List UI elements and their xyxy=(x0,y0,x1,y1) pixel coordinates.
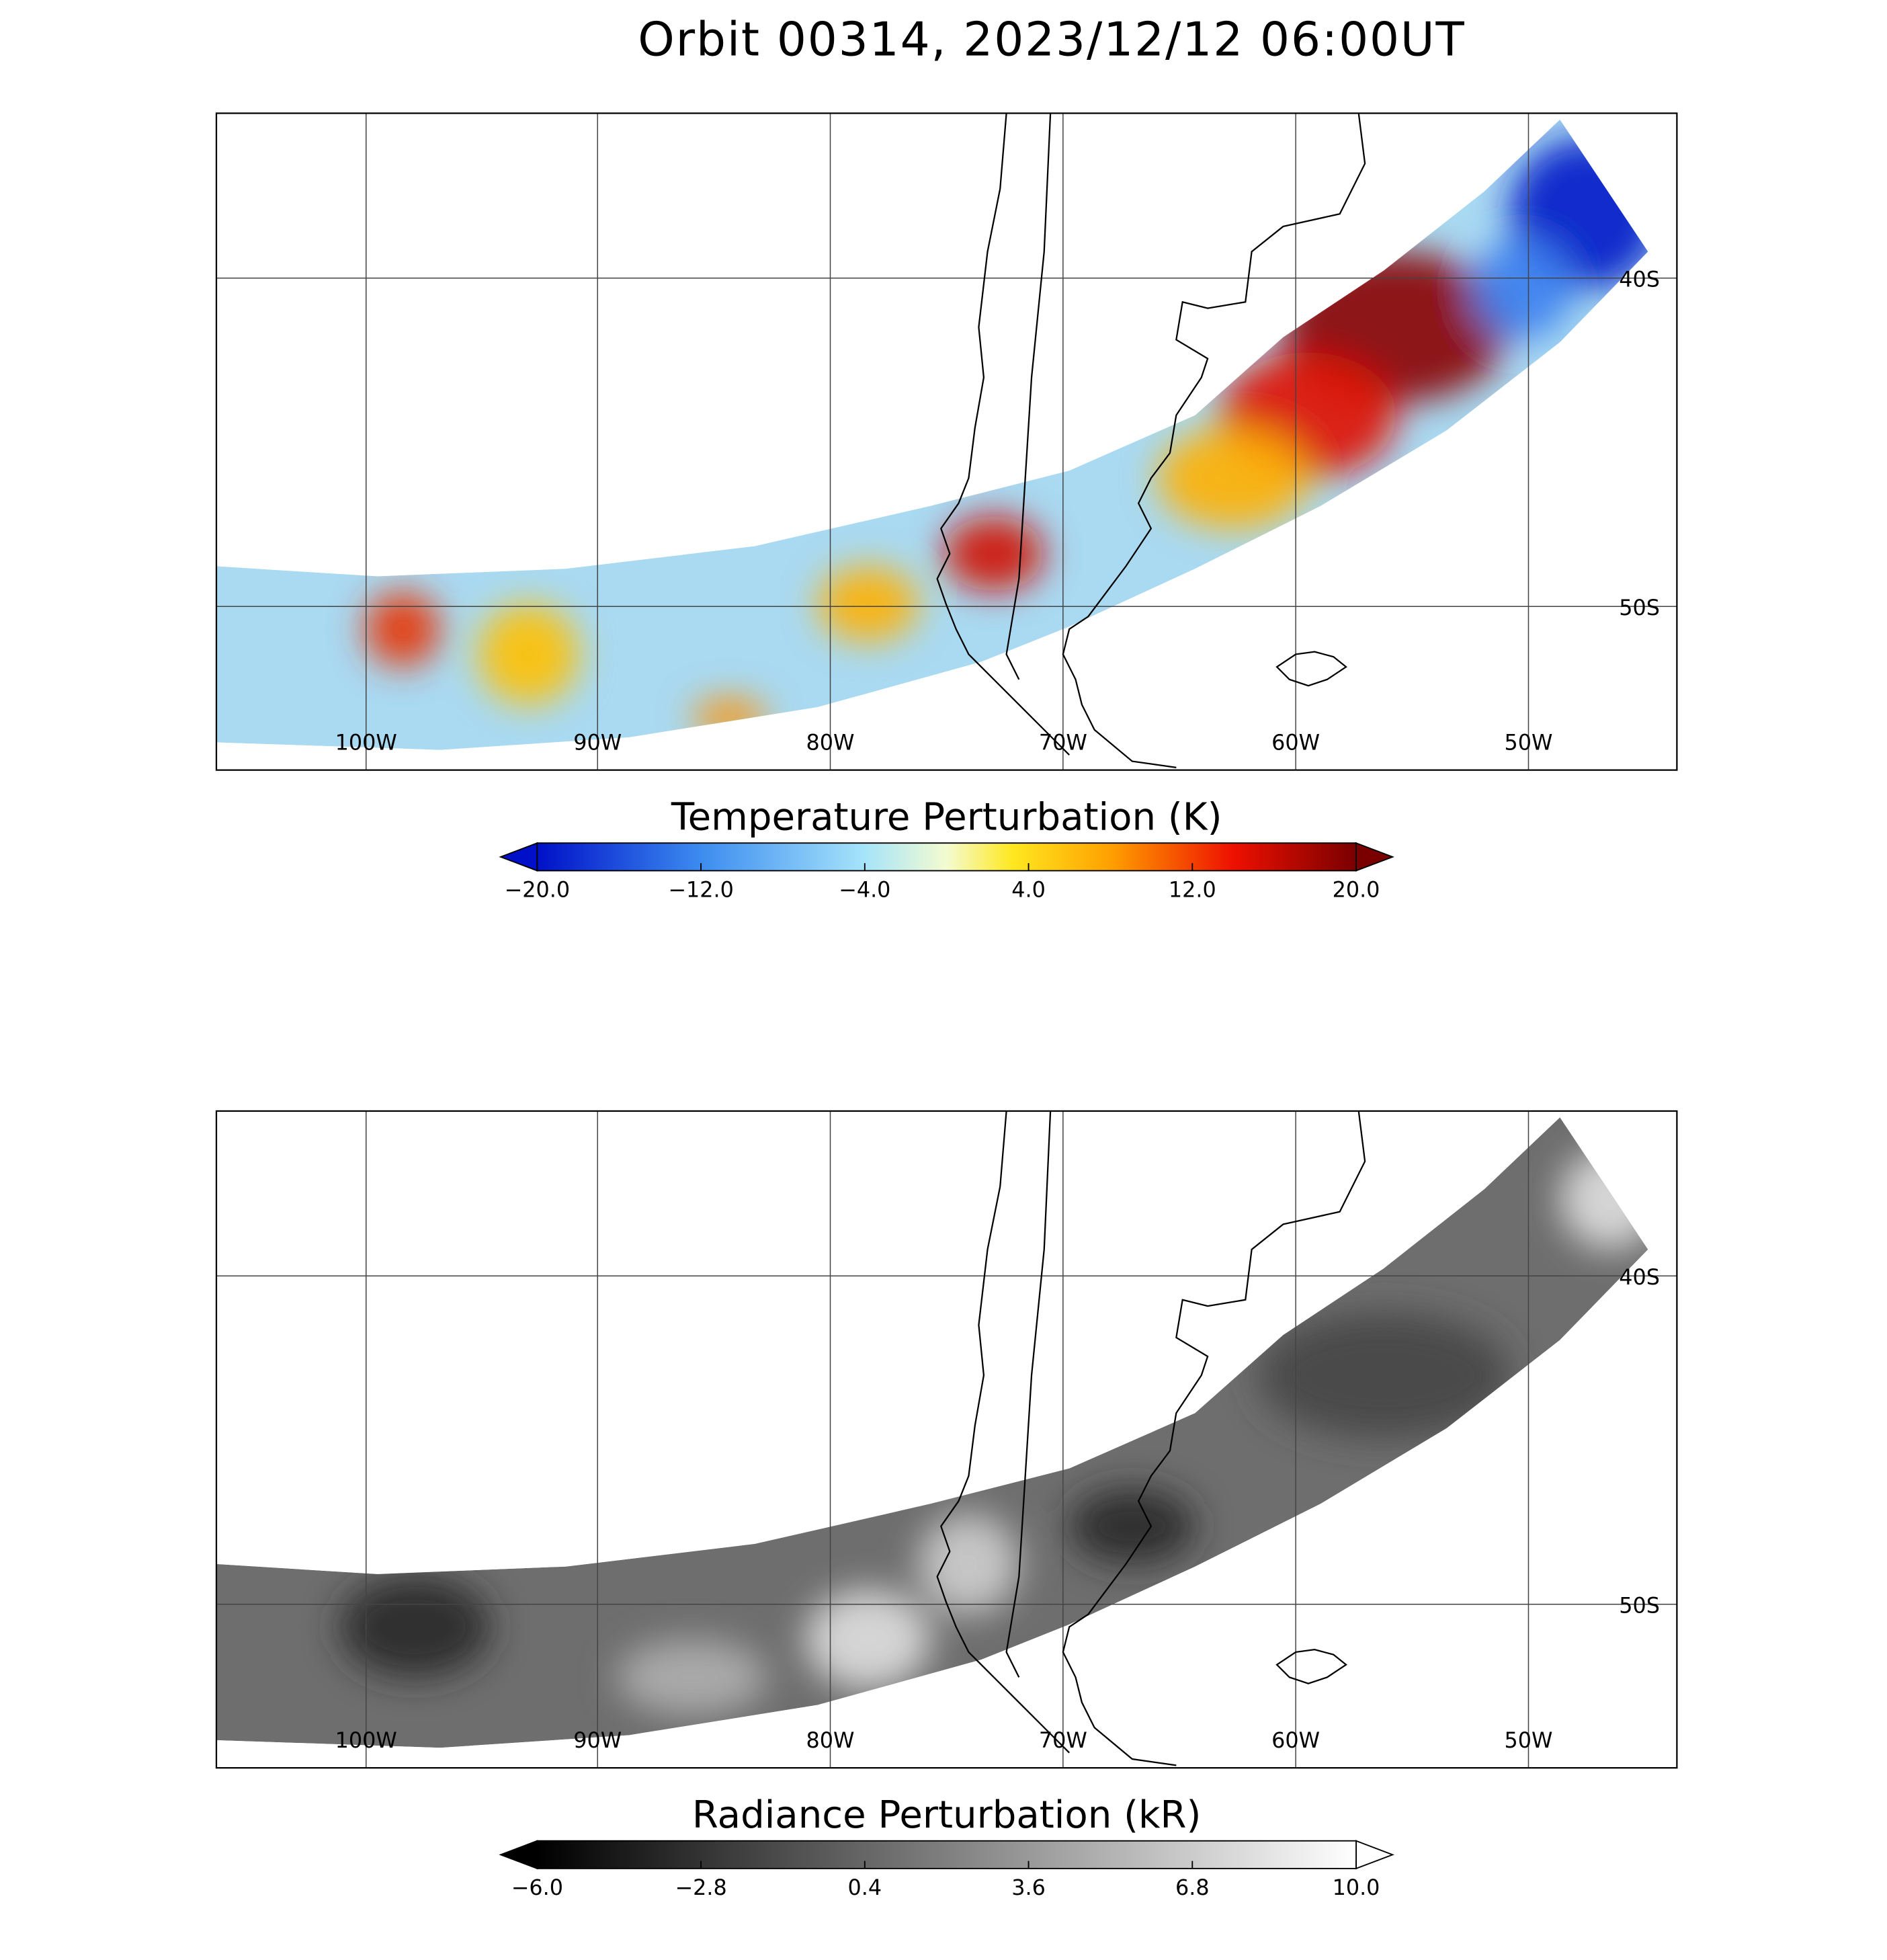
lon-label: 50W xyxy=(1505,1727,1553,1753)
swath-patch xyxy=(1560,1149,1648,1250)
lon-label: 100W xyxy=(335,1727,397,1753)
swath-patch xyxy=(616,1639,767,1715)
swath xyxy=(216,1117,1648,1748)
colorbar xyxy=(536,1840,1357,1869)
colorbar-tick-label: −2.8 xyxy=(675,1875,726,1900)
colorbar-extend-low xyxy=(499,842,538,872)
swath-patches xyxy=(364,138,1648,737)
lon-label: 60W xyxy=(1271,729,1320,755)
map-frame xyxy=(215,112,1678,771)
lat-label: 40S xyxy=(1619,266,1660,292)
colorbar xyxy=(536,842,1357,872)
lon-label: 90W xyxy=(573,729,622,755)
swath-patch xyxy=(817,566,919,642)
swath-patch xyxy=(478,604,579,705)
lat-label: 50S xyxy=(1619,1593,1660,1619)
map-panel: 100W 90W 80W 70W 60W 50W 40S 50S Temperature Per… xyxy=(215,112,1678,902)
swath-patch xyxy=(918,1514,1019,1615)
colorbar-tick-label: 10.0 xyxy=(1333,1875,1380,1900)
colorbar-title: Radiance Perturbation (kR) xyxy=(692,1793,1202,1837)
colorbar-tick-label: −6.0 xyxy=(511,1875,563,1900)
swath-patch xyxy=(1069,1488,1196,1564)
colorbar-tick-label: 6.8 xyxy=(1175,1875,1210,1900)
swath-patch xyxy=(364,591,441,667)
colorbar-tick-label: −20.0 xyxy=(505,876,571,902)
map-frame xyxy=(215,1110,1678,1769)
map-area xyxy=(216,113,1677,770)
swath-patches xyxy=(339,1149,1648,1715)
coastline xyxy=(1005,113,1052,680)
lat-label: 40S xyxy=(1619,1264,1660,1290)
lon-label: 70W xyxy=(1039,729,1087,755)
swath-patch xyxy=(1257,1312,1510,1438)
lon-label: 80W xyxy=(806,729,855,755)
lon-label: 70W xyxy=(1039,1727,1087,1753)
swath-patch xyxy=(339,1576,491,1678)
swath-patch xyxy=(1157,427,1308,529)
swath-base xyxy=(216,119,1648,750)
figure-title: Orbit 00314, 2023/12/12 06:00UT xyxy=(638,13,1465,67)
map-area xyxy=(216,1110,1677,1768)
colorbar-tick-label: −12.0 xyxy=(668,876,734,902)
colorbar-extend-low xyxy=(499,1840,538,1870)
coastline xyxy=(936,1110,1070,1754)
coastline xyxy=(1005,1110,1052,1678)
colorbar-tick-label: 20.0 xyxy=(1333,876,1380,902)
swath-base xyxy=(216,1117,1648,1748)
swath xyxy=(216,119,1648,750)
coastline xyxy=(936,113,1070,756)
colorbar-title: Temperature Perturbation (K) xyxy=(671,795,1222,839)
swath-patch xyxy=(691,698,767,737)
colorbar-tick-label: −4.0 xyxy=(839,876,890,902)
coastline xyxy=(1062,113,1366,769)
colorbar-extend-high xyxy=(1355,842,1394,872)
colorbar-tick-label: 12.0 xyxy=(1169,876,1216,902)
lon-label: 90W xyxy=(573,1727,622,1753)
swath-patch xyxy=(944,516,1044,591)
lon-label: 60W xyxy=(1271,1727,1320,1753)
colorbar-tick-label: 0.4 xyxy=(848,1875,882,1900)
swath-patch xyxy=(1472,239,1573,340)
colorbar-tick-label: 3.6 xyxy=(1011,1875,1046,1900)
lon-label: 100W xyxy=(335,729,397,755)
lon-label: 80W xyxy=(806,1727,855,1753)
map-panel: 100W 90W 80W 70W 60W 50W 40S 50S Radiance Pertur… xyxy=(215,1110,1678,1900)
swath-patch xyxy=(805,1589,931,1690)
coastline xyxy=(1275,1649,1347,1684)
lon-label: 50W xyxy=(1505,729,1553,755)
coastline xyxy=(1062,1110,1366,1766)
colorbar-extend-high xyxy=(1355,1840,1394,1870)
colorbar-tick-label: 4.0 xyxy=(1011,876,1046,902)
coastline xyxy=(1275,651,1347,687)
lat-label: 50S xyxy=(1619,595,1660,620)
